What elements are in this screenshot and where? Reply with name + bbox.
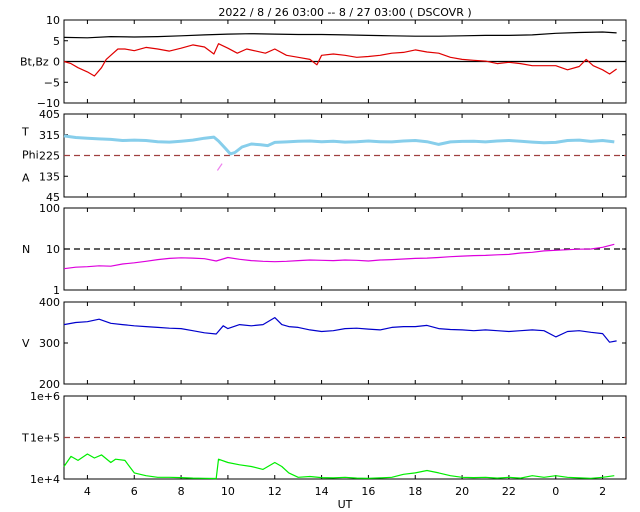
y-tick-label: 10 (46, 243, 60, 256)
x-tick-label: 6 (131, 485, 138, 498)
y-axis-label: N (22, 243, 30, 256)
x-tick-label: 8 (178, 485, 185, 498)
y-tick-label: 1e+6 (30, 390, 60, 403)
y-tick-label: −10 (37, 97, 60, 110)
y-axis-label: T (21, 432, 29, 445)
y-tick-label: 400 (39, 296, 60, 309)
y-axis-label: V (22, 337, 30, 350)
series-line (63, 134, 615, 156)
series-line (63, 43, 617, 77)
x-tick-label: 12 (268, 485, 282, 498)
y-tick-label: 315 (39, 129, 60, 142)
y-tick-label: 10 (46, 14, 60, 27)
y-axis-label: Bt,Bz (20, 56, 49, 69)
y-tick-label: 1 (53, 284, 60, 297)
chart-title: 2022 / 8 / 26 03:00 -- 8 / 27 03:00 ( DS… (218, 6, 471, 19)
y-tick-label: 1e+5 (30, 432, 60, 445)
x-tick-label: 2 (599, 485, 606, 498)
y-tick-label: −5 (44, 76, 60, 89)
y-axis-label: T (21, 126, 29, 139)
x-tick-label: 18 (408, 485, 422, 498)
x-tick-label: 20 (455, 485, 469, 498)
series-line (63, 453, 615, 480)
y-tick-label: 100 (39, 202, 60, 215)
y-tick-label: 135 (39, 170, 60, 183)
series-line (63, 243, 615, 270)
y-tick-label: 0 (53, 56, 60, 69)
x-tick-label: 4 (84, 485, 91, 498)
x-tick-label: 10 (221, 485, 235, 498)
y-tick-label: 5 (53, 35, 60, 48)
series-line (63, 317, 617, 343)
x-tick-label: 22 (502, 485, 516, 498)
y-tick-label: 300 (39, 337, 60, 350)
x-tick-label: 0 (552, 485, 559, 498)
panel-frame (63, 301, 627, 385)
y-tick-label: 200 (39, 378, 60, 391)
x-axis-label: UT (338, 498, 353, 511)
x-tick-label: 16 (361, 485, 375, 498)
y-tick-label: 225 (39, 150, 60, 163)
series-line (216, 163, 223, 171)
y-axis-label: Phi (22, 149, 39, 162)
series-line (63, 31, 617, 39)
y-tick-label: 1e+4 (30, 473, 60, 486)
y-tick-label: 405 (39, 108, 60, 121)
y-tick-label: 45 (46, 191, 60, 204)
x-tick-label: 14 (315, 485, 329, 498)
y-axis-label: A (22, 172, 30, 185)
